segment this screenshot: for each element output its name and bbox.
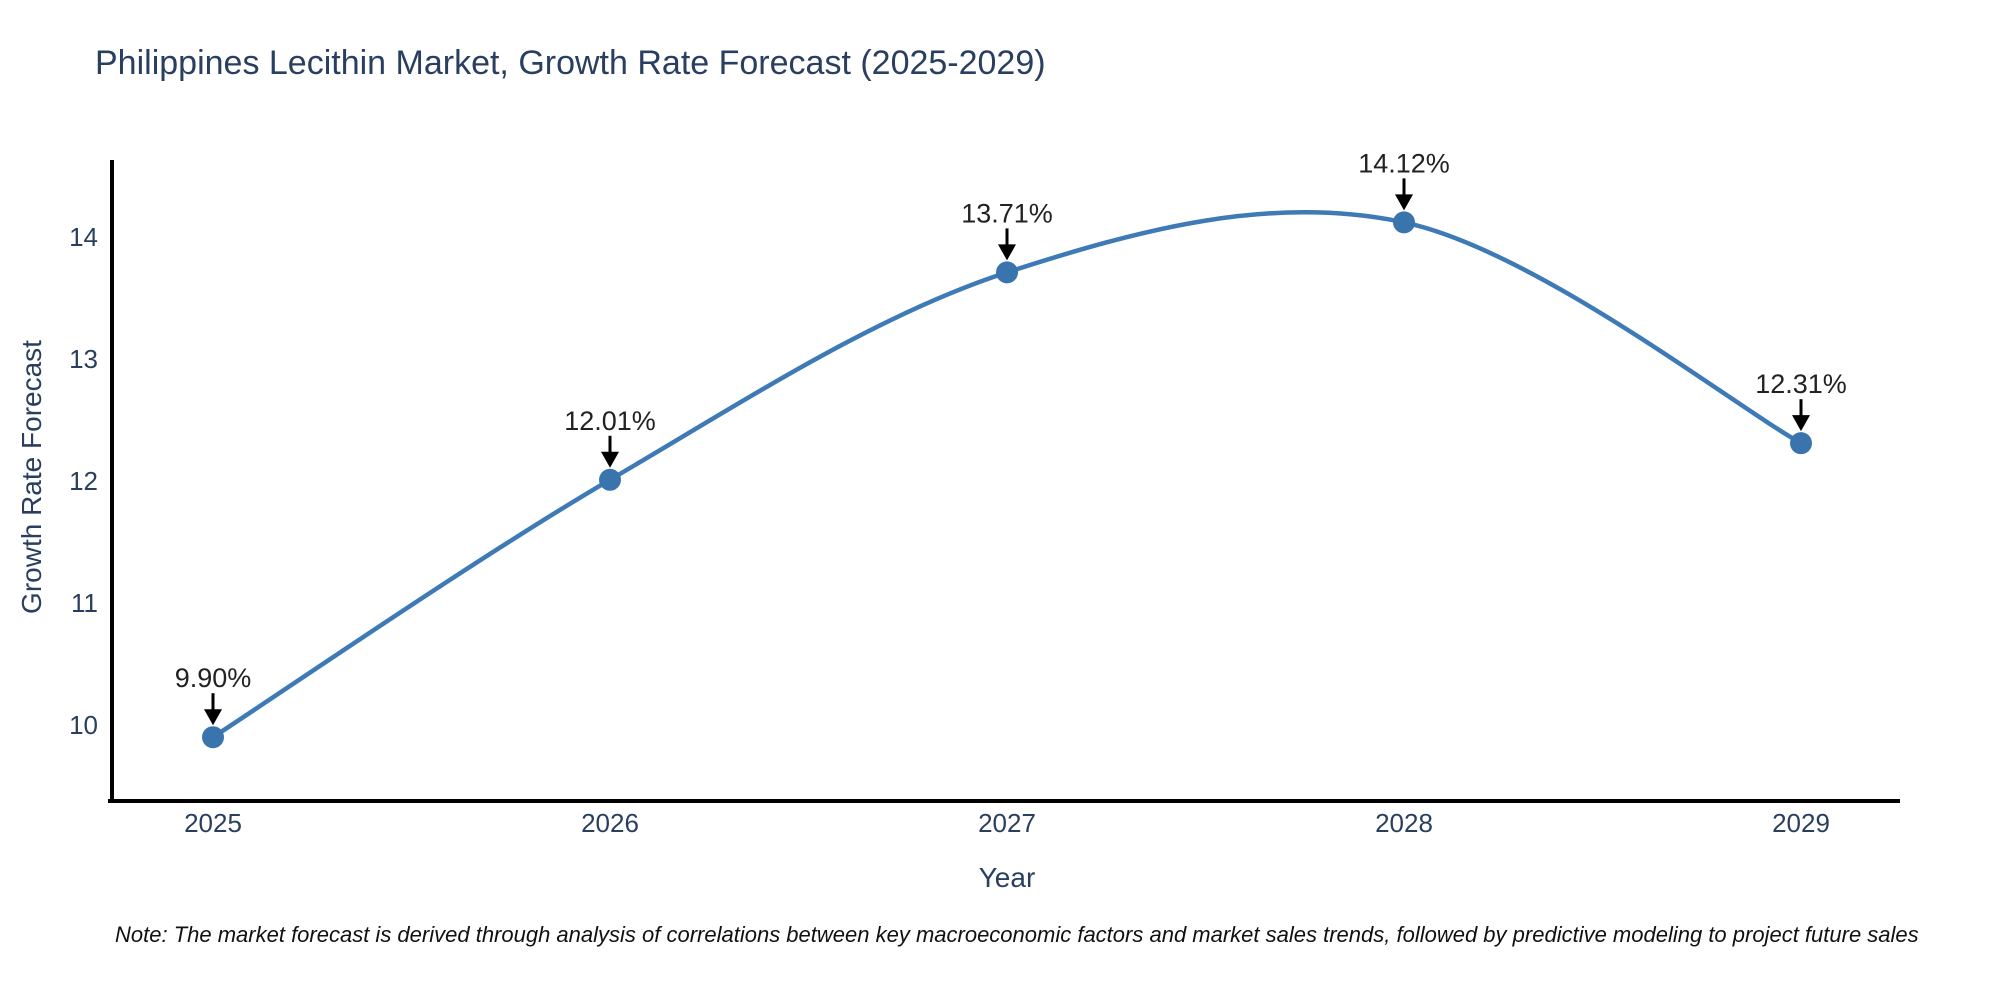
chart-title: Philippines Lecithin Market, Growth Rate… (95, 44, 1046, 82)
x-tick-label: 2026 (581, 808, 639, 838)
data-point-marker (1790, 432, 1812, 455)
annotation-arrowhead-icon (204, 709, 222, 726)
data-point-marker (996, 261, 1018, 284)
footnote: Note: The market forecast is derived thr… (115, 922, 1919, 947)
data-point-marker (202, 726, 224, 749)
annotation-arrowhead-icon (998, 244, 1016, 261)
y-tick-label: 14 (69, 222, 98, 252)
x-tick-label: 2027 (978, 808, 1036, 838)
x-axis-title: Year (978, 862, 1036, 893)
y-tick-label: 11 (71, 588, 98, 618)
y-tick-label: 12 (69, 466, 98, 496)
annotation-arrowhead-icon (1395, 194, 1413, 211)
point-value-label: 12.31% (1755, 369, 1847, 399)
x-tick-label: 2028 (1375, 808, 1433, 838)
y-tick-label: 13 (69, 344, 98, 374)
point-value-label: 9.90% (175, 663, 252, 693)
point-value-label: 12.01% (564, 406, 656, 436)
forecast-line (211, 209, 1803, 740)
point-value-label: 14.12% (1358, 148, 1450, 178)
x-tick-label: 2029 (1772, 808, 1830, 838)
x-tick-label: 2025 (184, 808, 242, 838)
data-point-marker (1393, 211, 1415, 234)
data-point-marker (599, 468, 621, 491)
y-tick-label: 10 (69, 710, 98, 740)
annotation-arrowhead-icon (601, 451, 619, 468)
annotation-arrowhead-icon (1792, 415, 1810, 432)
point-value-label: 13.71% (961, 198, 1053, 228)
